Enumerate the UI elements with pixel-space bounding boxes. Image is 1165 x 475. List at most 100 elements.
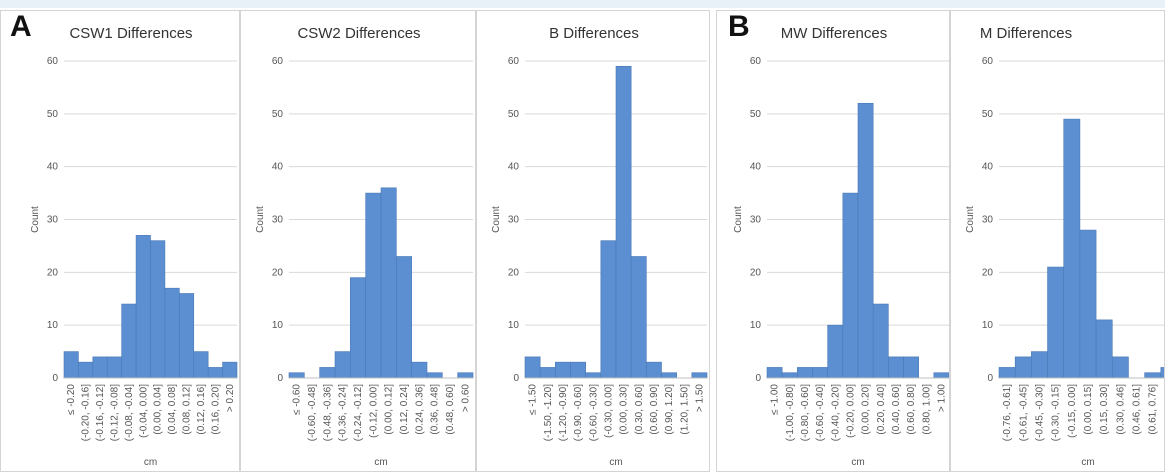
histogram-bar [457, 372, 474, 379]
top-strip [0, 0, 1165, 8]
y-tick-label: 20 [47, 267, 59, 278]
histogram-bar [691, 372, 708, 379]
histogram-bar [1031, 351, 1048, 379]
y-tick-label: 20 [982, 267, 994, 278]
x-category-label: (-0.60, -0.48] [307, 384, 318, 441]
x-category-label: (-0.48, -0.36] [322, 384, 333, 441]
x-category-label: > 1.50 [694, 384, 705, 413]
histogram-bar [365, 192, 382, 379]
chart-title: M Differences [980, 25, 1072, 42]
y-tick-label: 10 [272, 320, 284, 331]
histogram-bar [615, 65, 632, 379]
histogram-b: B Differences 0 10 20 30 40 50 60 Count ≤ -1.50 (-… [491, 25, 708, 468]
chart-title: MW Differences [781, 25, 887, 42]
histogram-bar [630, 256, 647, 379]
x-category-label: (-0.90, -0.60] [573, 384, 584, 441]
x-category-label: (-0.40, -0.20] [830, 384, 841, 441]
x-category-label: (-1.20, -0.90] [558, 384, 569, 441]
x-category-label: (-0.61, -0.45] [1018, 384, 1029, 441]
histogram-bar [164, 287, 180, 379]
histogram-bar [350, 277, 366, 379]
chart-panel-b: B Differences 0 10 20 30 40 50 60 Count ≤ -1.50 (-… [476, 10, 710, 472]
x-category-label: (-0.60, -0.40] [815, 384, 826, 441]
histogram-bar [1047, 266, 1065, 379]
histogram-csw2: CSW2 Differences 0 10 20 30 40 50 60 Count ≤ -0.6… [255, 25, 474, 468]
histogram-bar [600, 240, 617, 379]
x-category-label: (-0.60, -0.30] [588, 384, 599, 441]
histogram-bar [555, 361, 571, 379]
x-category-label: (-1.50, -1.20] [543, 384, 554, 441]
y-tick-label: 0 [987, 373, 993, 384]
x-category-label: (-1.00, -0.80] [785, 384, 796, 441]
histogram-bar [121, 303, 137, 379]
y-tick-label: 0 [513, 373, 519, 384]
y-tick-label: 40 [272, 162, 284, 173]
histogram-bar [1063, 118, 1081, 379]
x-category-label: (0.30, 0.60] [634, 384, 645, 435]
x-axis-label: cm [374, 457, 387, 468]
y-tick-label: 30 [508, 215, 520, 226]
histogram-bar [1111, 356, 1129, 379]
histogram-bar [766, 367, 783, 379]
histogram-bar [661, 372, 677, 379]
x-category-label: (-0.24, -0.12] [353, 384, 364, 441]
x-category-label: (0.00, 0.04] [153, 384, 164, 435]
x-category-label: (-0.04, 0.00] [138, 384, 149, 438]
x-category-label: (-0.30, 0.00] [603, 384, 614, 438]
y-tick-label: 0 [277, 373, 283, 384]
histogram-bar [1014, 356, 1032, 379]
x-category-label: > 1.00 [936, 384, 947, 413]
y-axis-label: Count [965, 206, 976, 233]
chart-panel-csw2: CSW2 Differences 0 10 20 30 40 50 60 Count ≤ -0.6… [240, 10, 476, 472]
x-category-label: ≤ -0.60 [292, 384, 303, 415]
histogram-bar [222, 361, 238, 379]
histogram-bar [106, 356, 122, 379]
histogram-bar [1160, 367, 1164, 379]
y-axis-label: Count [491, 206, 502, 233]
y-tick-label: 60 [982, 56, 994, 67]
histogram-bar [135, 235, 151, 379]
histogram-bar [812, 367, 828, 379]
x-category-label: (0.00, 0.12] [384, 384, 395, 435]
x-category-label: (-0.15, 0.00] [1067, 384, 1078, 438]
x-category-label: ≤ -1.00 [770, 384, 781, 415]
x-category-label: (0.15, 0.30] [1099, 384, 1110, 435]
y-tick-label: 60 [508, 56, 520, 67]
x-category-label: (-0.20, -0.16] [81, 384, 92, 441]
histogram-bar [207, 367, 223, 379]
x-category-label: (0.48, 0.60] [445, 384, 456, 435]
y-tick-label: 20 [750, 267, 762, 278]
x-category-label: (-0.08, -0.04] [124, 384, 135, 441]
histogram-mw: MW Differences 0 10 20 30 40 50 60 Count ≤ -1.00 (… [733, 25, 949, 468]
x-category-label: (0.46, 0.61] [1132, 384, 1143, 435]
y-tick-label: 20 [272, 267, 284, 278]
y-tick-label: 50 [982, 109, 994, 120]
y-tick-label: 50 [750, 109, 762, 120]
y-tick-label: 40 [982, 162, 994, 173]
panel-label-b: B [728, 10, 750, 43]
y-tick-label: 30 [272, 215, 284, 226]
histogram-bar [411, 361, 428, 379]
y-tick-label: 40 [508, 162, 520, 173]
y-tick-label: 60 [750, 56, 762, 67]
x-category-label: ≤ -1.50 [528, 384, 539, 415]
x-category-label: (0.20, 0.40] [876, 384, 887, 435]
x-category-label: (-0.20, 0.00] [845, 384, 856, 438]
chart-panel-csw1: CSW1 Differences 0 10 20 30 40 50 60 Count ≤ -0.2… [0, 10, 240, 472]
x-category-label: (0.61, 0.76] [1148, 384, 1159, 435]
histogram-bar [857, 102, 874, 379]
x-category-label: (0.00, 0.15] [1083, 384, 1094, 435]
panel-label-a: A [10, 10, 32, 43]
x-category-label: (0.60, 0.80] [906, 384, 917, 435]
histogram-bar [539, 367, 556, 379]
chart-panel-mw: MW Differences 0 10 20 30 40 50 60 Count ≤ -1.00 (… [716, 10, 950, 472]
x-category-label: (0.12, 0.24] [399, 384, 410, 435]
x-category-label: (-0.36, -0.24] [338, 384, 349, 441]
histogram-bar [92, 356, 108, 379]
histogram-bar [380, 187, 397, 379]
histogram-bar [842, 192, 859, 379]
y-tick-label: 30 [982, 215, 994, 226]
x-category-label: (-0.16, -0.12] [95, 384, 106, 441]
y-tick-label: 60 [47, 56, 59, 67]
x-axis-label: cm [609, 457, 622, 468]
